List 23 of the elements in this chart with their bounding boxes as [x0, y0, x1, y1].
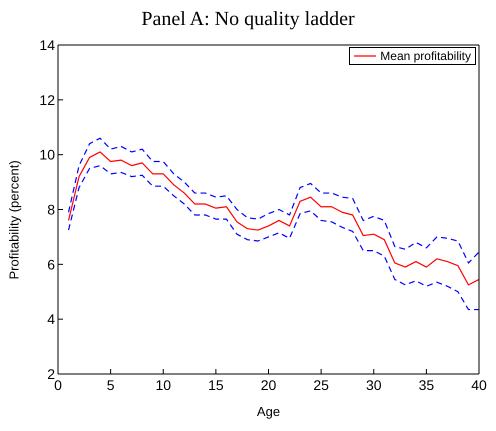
y-tick-label: 4: [47, 311, 56, 328]
y-tick-label: 10: [39, 146, 56, 163]
line-series: [68, 138, 479, 264]
y-axis-title: Profitability (percent): [6, 160, 22, 280]
y-tick-label: 14: [39, 36, 56, 53]
y-tick-label: 2: [47, 366, 56, 382]
x-tick-label: 30: [366, 376, 382, 393]
x-tick-label: 20: [260, 376, 276, 393]
chart-title: Panel A: No quality ladder: [140, 8, 356, 32]
y-tick-label: 6: [47, 256, 56, 272]
x-tick-label: 15: [208, 376, 224, 393]
x-tick-label: 25: [313, 376, 330, 393]
y-tick-label: 12: [39, 92, 56, 108]
x-tick-label: 0: [54, 376, 62, 393]
line-series: [68, 165, 479, 310]
x-tick-label: 35: [418, 376, 434, 393]
x-tick-label: 5: [106, 376, 115, 393]
x-tick-label: 40: [471, 376, 487, 393]
line-series: [68, 151, 479, 286]
legend-label: Mean profitability: [380, 49, 471, 63]
x-tick-label: 10: [155, 376, 172, 393]
y-tick-label: 8: [47, 201, 56, 218]
x-axis-title: Age: [256, 404, 280, 419]
